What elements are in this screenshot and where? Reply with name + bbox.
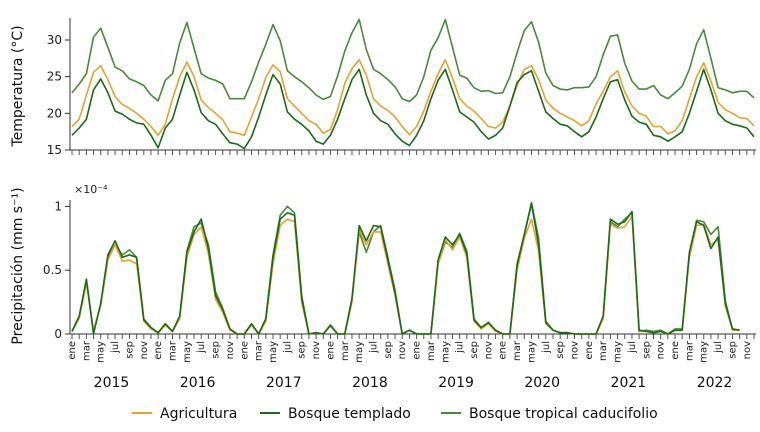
- month-label: mar: [254, 340, 265, 361]
- month-label: jul: [627, 341, 638, 354]
- month-label: sep: [641, 341, 652, 359]
- month-label: sep: [383, 341, 394, 359]
- month-label: nov: [742, 341, 753, 359]
- precipitation-series-line: [71, 201, 740, 335]
- month-label: mar: [426, 340, 437, 361]
- month-label: may: [440, 341, 451, 363]
- month-label: sep: [211, 341, 222, 359]
- legend-label: Agricultura: [160, 406, 237, 422]
- month-label: nov: [570, 341, 581, 359]
- month-label: nov: [311, 341, 322, 359]
- month-label: jul: [196, 341, 207, 354]
- legend-label: Bosque tropical caducifolio: [469, 406, 658, 422]
- precipitation-y-ticks: 00.51: [43, 199, 70, 341]
- month-label: ene: [412, 341, 423, 360]
- year-label: 2015: [94, 375, 130, 391]
- month-label: mar: [340, 340, 351, 361]
- precipitation-x-ticks: [71, 334, 755, 339]
- month-label: ene: [670, 341, 681, 360]
- temperature-y-tick-label: 20: [47, 106, 62, 120]
- year-label: 2019: [438, 375, 474, 391]
- month-label: nov: [139, 341, 150, 359]
- temperature-y-tick-label: 25: [47, 70, 62, 84]
- month-label: may: [182, 341, 193, 363]
- temperature-y-tick-label: 30: [47, 33, 62, 47]
- month-label: may: [96, 341, 107, 363]
- precipitation-series-line: [71, 203, 740, 335]
- year-label: 2020: [524, 375, 560, 391]
- month-label: jul: [369, 341, 380, 354]
- precipitation-series: [71, 201, 740, 335]
- month-labels: ene mar may jul sep nov ene mar may jul sep nov ene m…: [67, 340, 753, 363]
- precipitation-panel: 00.51 ×10⁻⁴ Precipitación (mm s⁻¹) ene ma…: [10, 183, 756, 391]
- temperature-series-line: [71, 18, 755, 103]
- year-label: 2018: [352, 375, 388, 391]
- temperature-panel: 15 20 25 30 Temperatura (°C): [10, 18, 756, 157]
- month-label: sep: [469, 341, 480, 359]
- month-label: mar: [168, 340, 179, 361]
- precipitation-y-tick-label: 0.5: [43, 263, 62, 277]
- month-label: nov: [656, 341, 667, 359]
- temperature-series-line: [71, 58, 755, 137]
- month-label: sep: [728, 341, 739, 359]
- temperature-series-line: [71, 68, 755, 150]
- month-label: ene: [325, 341, 336, 360]
- legend: Agricultura Bosque templado Bosque tropica…: [132, 406, 658, 422]
- month-label: sep: [124, 341, 135, 359]
- month-label: sep: [297, 341, 308, 359]
- month-label: ene: [67, 341, 78, 360]
- month-label: jul: [110, 341, 121, 354]
- temperature-y-tick-label: 15: [47, 143, 62, 157]
- temperature-y-axis-label: Temperatura (°C): [10, 25, 26, 147]
- month-label: ene: [153, 341, 164, 360]
- year-label: 2016: [180, 375, 216, 391]
- temperature-x-ticks: [71, 150, 755, 155]
- month-label: mar: [512, 340, 523, 361]
- legend-label: Bosque templado: [288, 406, 411, 422]
- month-label: jul: [713, 341, 724, 354]
- month-label: may: [527, 341, 538, 363]
- month-label: may: [268, 341, 279, 363]
- month-label: ene: [239, 341, 250, 360]
- month-label: may: [354, 341, 365, 363]
- month-label: jul: [541, 341, 552, 354]
- year-label: 2021: [611, 375, 647, 391]
- month-label: nov: [397, 341, 408, 359]
- month-label: mar: [598, 340, 609, 361]
- month-label: sep: [555, 341, 566, 359]
- month-label: jul: [282, 341, 293, 354]
- month-label: ene: [584, 341, 595, 360]
- year-label: 2017: [266, 375, 302, 391]
- year-label: 2022: [697, 375, 733, 391]
- month-label: nov: [483, 341, 494, 359]
- month-label: nov: [225, 341, 236, 359]
- month-label: may: [699, 341, 710, 363]
- month-label: jul: [455, 341, 466, 354]
- month-label: may: [613, 341, 624, 363]
- precipitation-y-tick-label: 1: [54, 199, 62, 213]
- year-labels: 2015 2016 2017 2018 2019 2020 2021 2022: [94, 375, 733, 391]
- precipitation-series-line: [71, 215, 740, 335]
- temperature-y-ticks: 15 20 25 30: [47, 33, 70, 157]
- precipitation-y-axis-label: Precipitación (mm s⁻¹): [10, 187, 26, 344]
- precipitation-y-tick-label: 0: [54, 327, 62, 341]
- month-label: mar: [81, 340, 92, 361]
- month-label: ene: [498, 341, 509, 360]
- precipitation-scale-label: ×10⁻⁴: [74, 183, 108, 196]
- temperature-series: [71, 18, 755, 150]
- month-label: mar: [684, 340, 695, 361]
